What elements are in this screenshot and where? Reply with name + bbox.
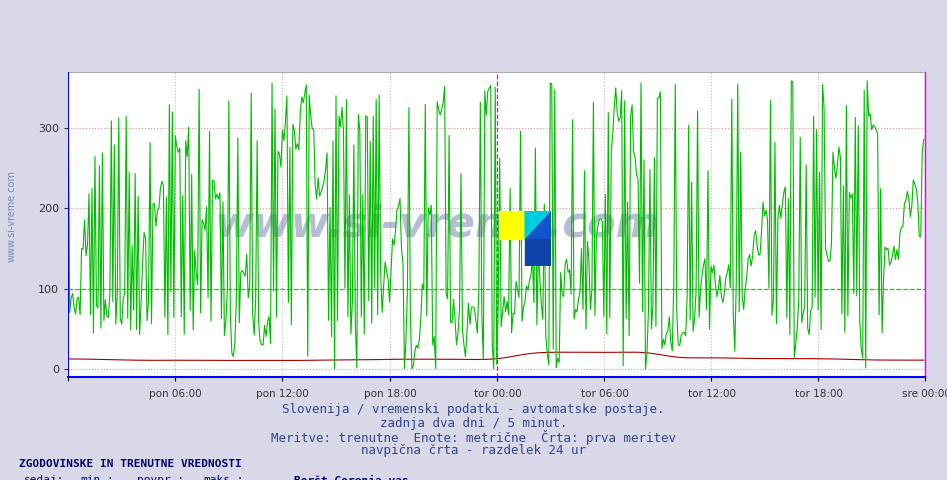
Text: maks.:: maks.:	[204, 475, 244, 480]
Text: Meritve: trenutne  Enote: metrične  Črta: prva meritev: Meritve: trenutne Enote: metrične Črta: …	[271, 430, 676, 445]
Text: tor 00:00: tor 00:00	[474, 389, 521, 399]
Polygon shape	[526, 211, 551, 239]
Bar	[499, 211, 526, 239]
Text: tor 06:00: tor 06:00	[581, 389, 629, 399]
Text: sedaj:: sedaj:	[24, 475, 64, 480]
Text: ZGODOVINSKE IN TRENUTNE VREDNOSTI: ZGODOVINSKE IN TRENUTNE VREDNOSTI	[19, 459, 241, 469]
Text: tor 18:00: tor 18:00	[795, 389, 844, 399]
Polygon shape	[526, 211, 551, 239]
Text: tor 12:00: tor 12:00	[688, 389, 736, 399]
Text: pon 18:00: pon 18:00	[364, 389, 417, 399]
Text: www.si-vreme.com: www.si-vreme.com	[7, 170, 16, 262]
Polygon shape	[526, 239, 551, 266]
Text: www.si-vreme.com: www.si-vreme.com	[214, 204, 659, 245]
Text: pon 06:00: pon 06:00	[150, 389, 202, 399]
Text: Boršt Gorenja vas: Boršt Gorenja vas	[294, 475, 408, 480]
Text: min.:: min.:	[80, 475, 115, 480]
Text: povpr.:: povpr.:	[137, 475, 185, 480]
Text: pon 12:00: pon 12:00	[257, 389, 309, 399]
Text: navpična črta - razdelek 24 ur: navpična črta - razdelek 24 ur	[361, 444, 586, 456]
Text: sre 00:00: sre 00:00	[902, 389, 947, 399]
Text: zadnja dva dni / 5 minut.: zadnja dva dni / 5 minut.	[380, 417, 567, 430]
Text: Slovenija / vremenski podatki - avtomatske postaje.: Slovenija / vremenski podatki - avtomats…	[282, 403, 665, 416]
